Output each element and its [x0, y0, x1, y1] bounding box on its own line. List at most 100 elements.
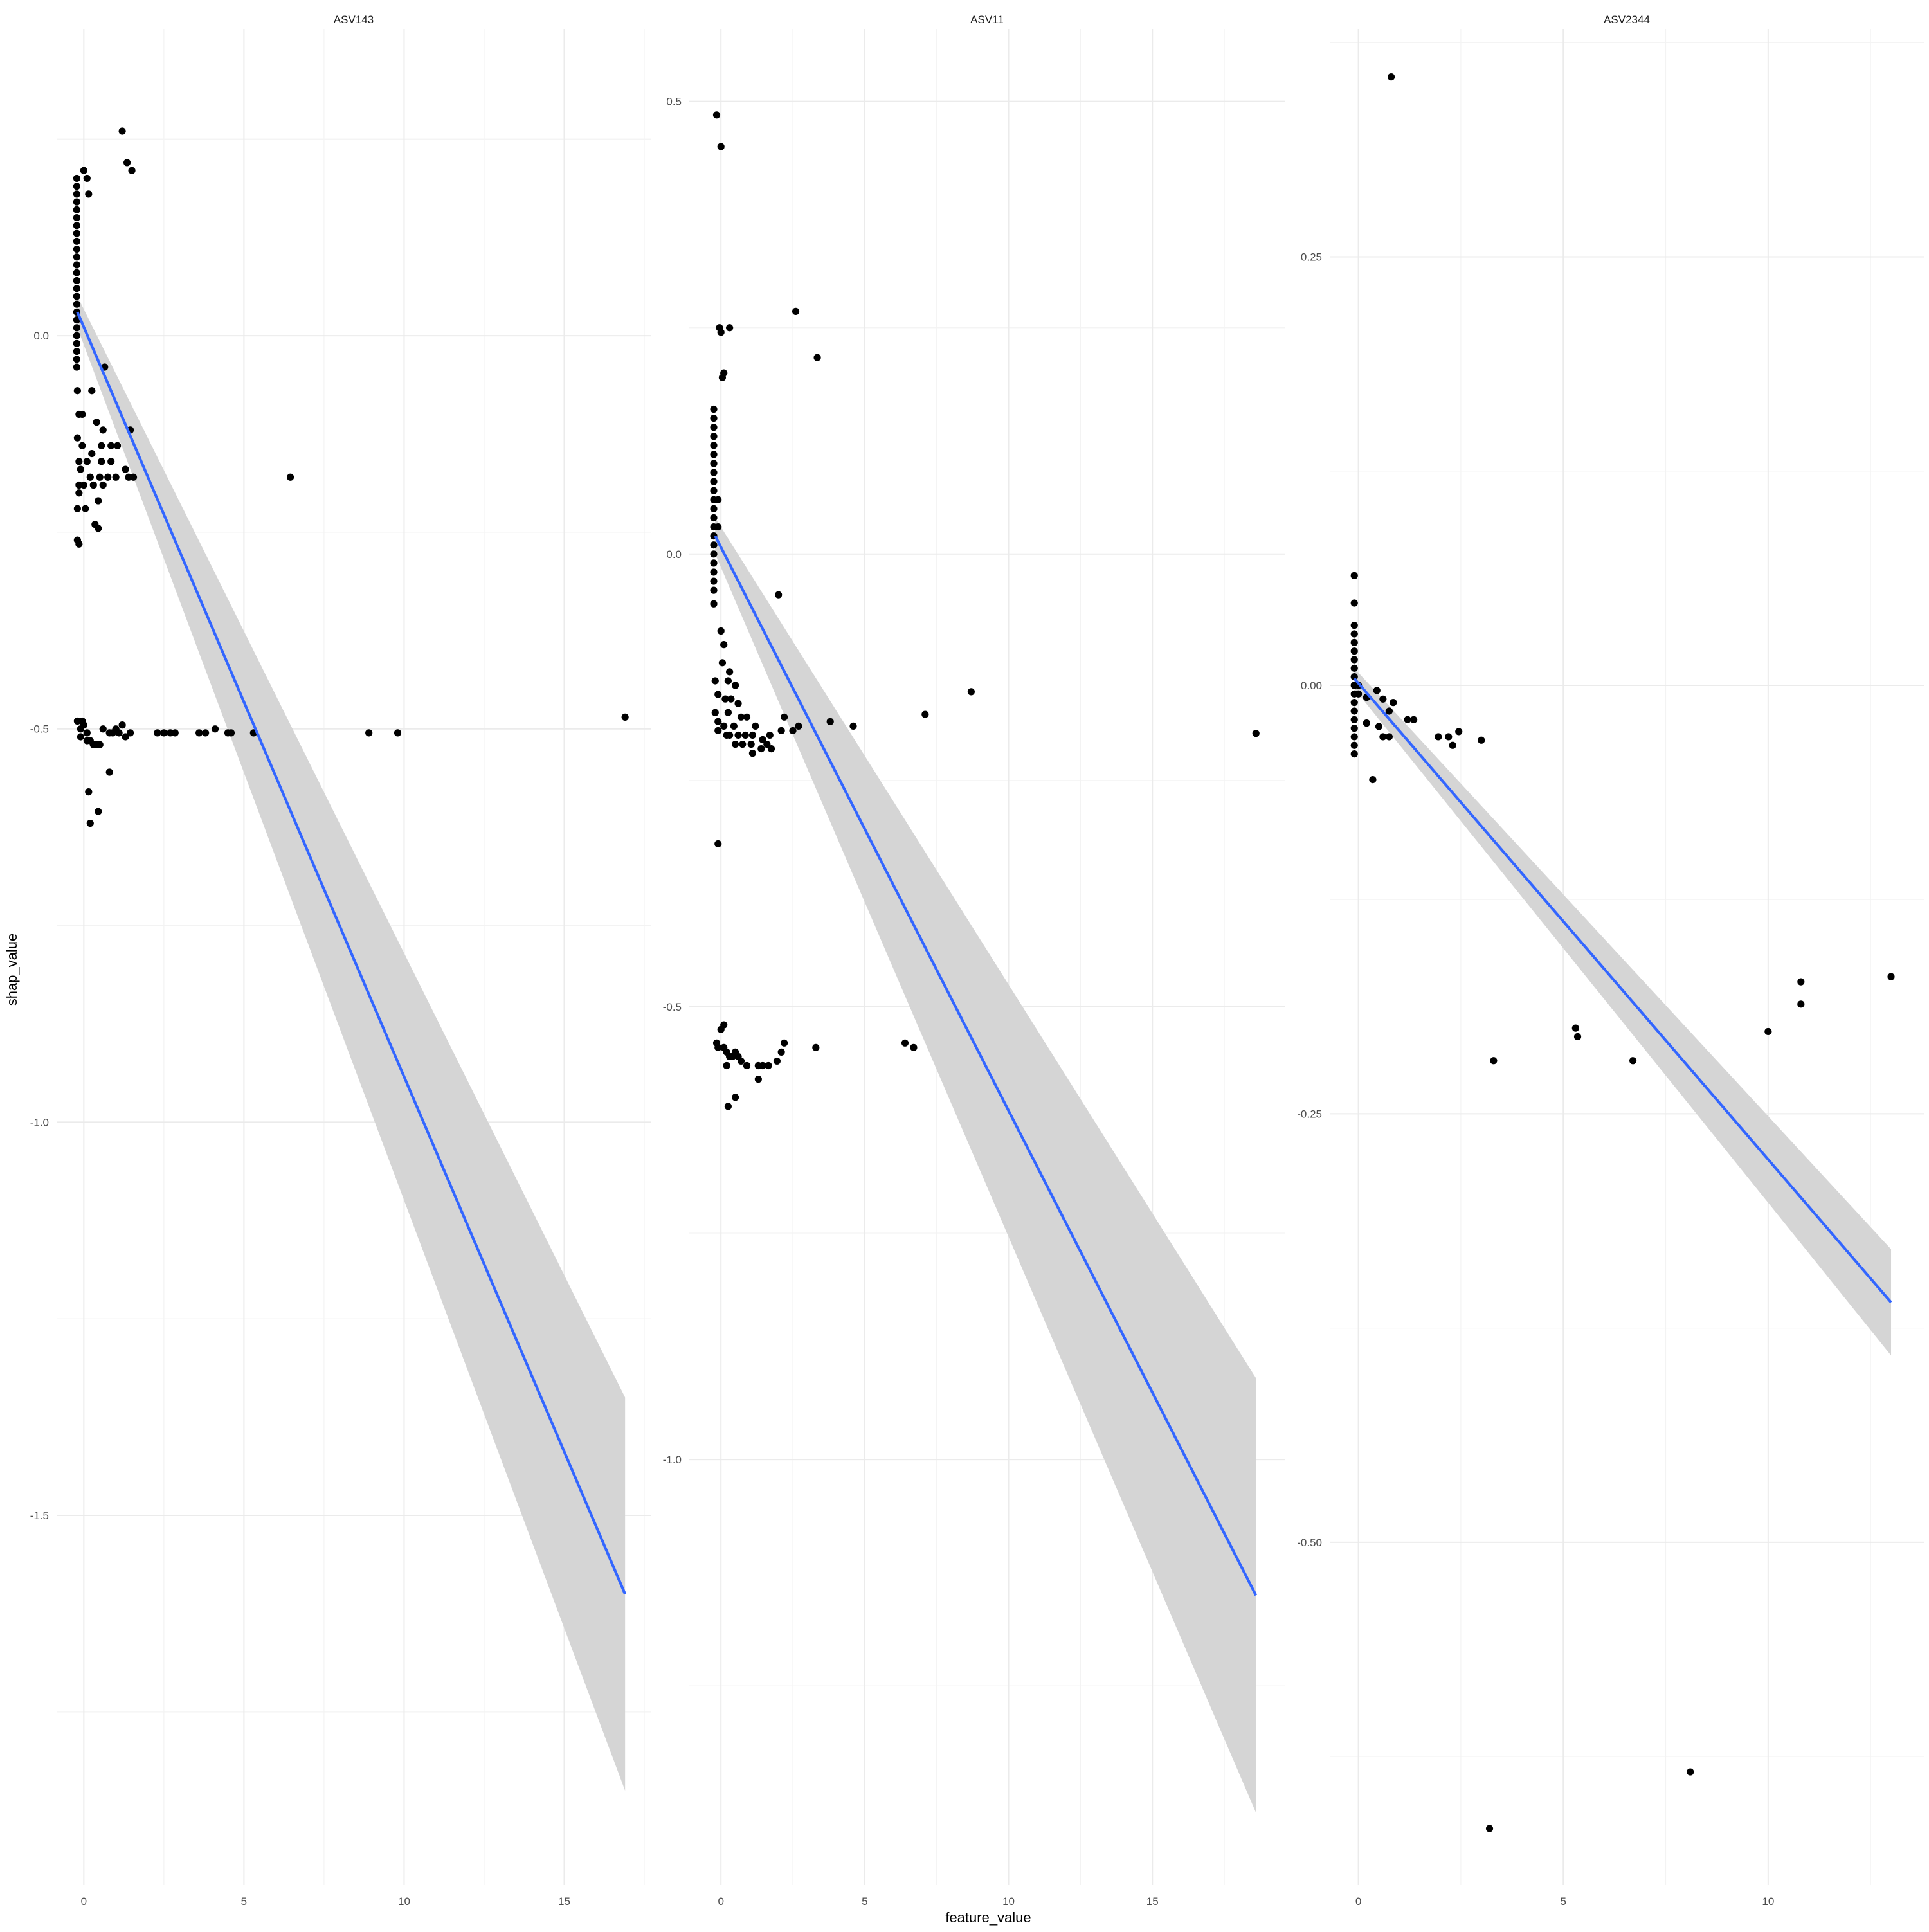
data-point: [104, 473, 112, 481]
data-point: [1350, 725, 1358, 732]
data-point: [710, 586, 718, 594]
facet-title: ASV2344: [1604, 14, 1650, 26]
data-point: [122, 733, 129, 741]
data-point: [710, 451, 718, 458]
data-point: [1490, 1057, 1498, 1065]
confidence-ribbon: [715, 518, 1256, 1813]
data-point: [737, 713, 745, 721]
data-point: [126, 729, 134, 737]
data-point: [743, 713, 751, 721]
data-point: [1350, 656, 1358, 664]
data-point: [1369, 775, 1377, 784]
data-point: [211, 725, 219, 733]
data-point: [726, 324, 734, 332]
data-point: [901, 1039, 909, 1047]
data-point: [1449, 741, 1456, 749]
data-point: [227, 729, 235, 737]
data-point: [766, 731, 774, 739]
data-point: [765, 1061, 772, 1070]
data-point: [763, 740, 771, 748]
data-point: [73, 213, 80, 222]
data-point: [777, 727, 785, 735]
data-point: [748, 731, 757, 739]
data-point: [1687, 1768, 1694, 1776]
data-point: [73, 356, 80, 363]
data-point: [621, 713, 629, 721]
data-point: [88, 449, 96, 458]
data-point: [78, 410, 86, 419]
data-point: [1390, 699, 1397, 707]
data-point: [73, 293, 80, 300]
data-point: [777, 1048, 785, 1056]
data-point: [85, 788, 93, 796]
data-point: [1350, 622, 1358, 629]
data-point: [73, 183, 80, 190]
data-point: [1797, 1000, 1805, 1008]
data-point: [128, 167, 136, 174]
data-point: [160, 729, 168, 737]
data-point: [730, 722, 738, 730]
data-point: [921, 710, 929, 718]
data-point: [714, 691, 722, 698]
data-point: [720, 641, 728, 649]
data-point: [723, 1061, 730, 1070]
data-point: [73, 237, 80, 245]
data-point: [1350, 599, 1358, 607]
data-point: [711, 709, 719, 716]
y-tick-label: -0.25: [1297, 1108, 1322, 1120]
data-point: [734, 731, 742, 739]
data-point: [757, 745, 765, 753]
data-point: [73, 285, 80, 293]
data-point: [717, 627, 725, 635]
data-point: [171, 729, 179, 737]
data-point: [1887, 973, 1895, 980]
data-point: [365, 729, 373, 737]
y-tick-label: -1.0: [30, 1116, 49, 1128]
data-point: [99, 481, 107, 489]
data-point: [122, 465, 129, 473]
data-point: [711, 677, 719, 685]
data-point: [1764, 1027, 1772, 1036]
data-point: [759, 736, 766, 744]
data-point: [710, 577, 718, 585]
x-tick-label: 5: [241, 1895, 247, 1908]
data-point: [1571, 1024, 1579, 1032]
data-point: [789, 727, 797, 735]
data-point: [724, 677, 732, 685]
y-tick-label: 0.5: [666, 96, 682, 108]
data-point: [1410, 716, 1418, 723]
data-point: [73, 269, 80, 276]
data-point: [1350, 699, 1358, 707]
data-point: [724, 1103, 732, 1110]
data-point: [775, 591, 783, 599]
data-point: [1404, 716, 1411, 723]
data-point: [726, 668, 734, 676]
y-axis-title: shap_value: [4, 934, 20, 1006]
facet-title: ASV143: [334, 14, 374, 26]
data-point: [739, 740, 747, 748]
data-point: [1455, 728, 1463, 736]
data-point: [77, 733, 84, 741]
data-point: [195, 729, 203, 737]
x-tick-label: 0: [81, 1895, 87, 1908]
data-point: [731, 682, 739, 689]
data-point: [714, 718, 722, 725]
data-point: [718, 374, 727, 381]
data-point: [710, 478, 718, 485]
data-point: [710, 433, 718, 440]
data-point: [1385, 707, 1393, 715]
y-tick-label: 0.00: [1301, 680, 1322, 692]
data-point: [1350, 733, 1358, 741]
data-point: [118, 721, 126, 729]
data-point: [710, 469, 718, 476]
data-point: [710, 541, 718, 549]
data-point: [710, 568, 718, 576]
data-point: [1435, 733, 1442, 741]
data-point: [95, 525, 102, 532]
data-point: [80, 481, 87, 489]
y-tick-label: 0.25: [1301, 251, 1322, 264]
data-point: [73, 332, 80, 339]
data-point: [99, 426, 107, 434]
data-point: [721, 695, 729, 703]
